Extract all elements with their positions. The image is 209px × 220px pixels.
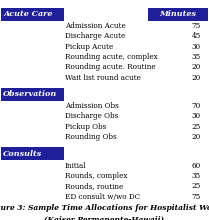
Text: Admission Obs: Admission Obs (65, 102, 119, 110)
Text: Figure 3: Sample Time Allocations for Hospitalist Work: Figure 3: Sample Time Allocations for Ho… (0, 204, 209, 212)
Text: Pickup Obs: Pickup Obs (65, 123, 106, 131)
Text: 70: 70 (191, 102, 201, 110)
Text: ED consult w/wo DC: ED consult w/wo DC (65, 192, 140, 201)
Text: 25: 25 (191, 123, 201, 131)
Text: Rounding acute. Routine: Rounding acute. Routine (65, 63, 155, 72)
Text: 45: 45 (191, 32, 201, 40)
Text: 20: 20 (191, 74, 201, 82)
Bar (1, 8, 64, 21)
Text: 75: 75 (191, 22, 201, 30)
Text: Pickup Acute: Pickup Acute (65, 43, 113, 51)
Text: Rounding acute, complex: Rounding acute, complex (65, 53, 158, 61)
Text: (Kaiser Permanente-Hawaii): (Kaiser Permanente-Hawaii) (45, 216, 164, 220)
Text: Discharge Obs: Discharge Obs (65, 112, 118, 121)
Text: Rounding Obs: Rounding Obs (65, 133, 116, 141)
Text: Admission Acute: Admission Acute (65, 22, 126, 30)
Text: Rounds, complex: Rounds, complex (65, 172, 127, 180)
Text: Observation: Observation (3, 90, 57, 98)
Text: Rounds, routine: Rounds, routine (65, 182, 123, 190)
Text: Discharge Acute: Discharge Acute (65, 32, 125, 40)
Text: 30: 30 (191, 43, 201, 51)
Text: Consults: Consults (3, 150, 42, 158)
Text: 30: 30 (191, 112, 201, 121)
Text: 75: 75 (191, 192, 201, 201)
Text: 60: 60 (191, 161, 201, 170)
Text: 25: 25 (191, 182, 201, 190)
Text: Initial: Initial (65, 161, 86, 170)
Text: 20: 20 (191, 63, 201, 72)
Text: 35: 35 (191, 53, 201, 61)
Bar (1, 147, 64, 160)
Bar (148, 8, 208, 21)
Bar (1, 88, 64, 101)
Text: Acute Care: Acute Care (3, 10, 53, 18)
Text: Wait list round acute: Wait list round acute (65, 74, 141, 82)
Text: 20: 20 (191, 133, 201, 141)
Text: 35: 35 (191, 172, 201, 180)
Text: Minutes: Minutes (160, 10, 197, 18)
